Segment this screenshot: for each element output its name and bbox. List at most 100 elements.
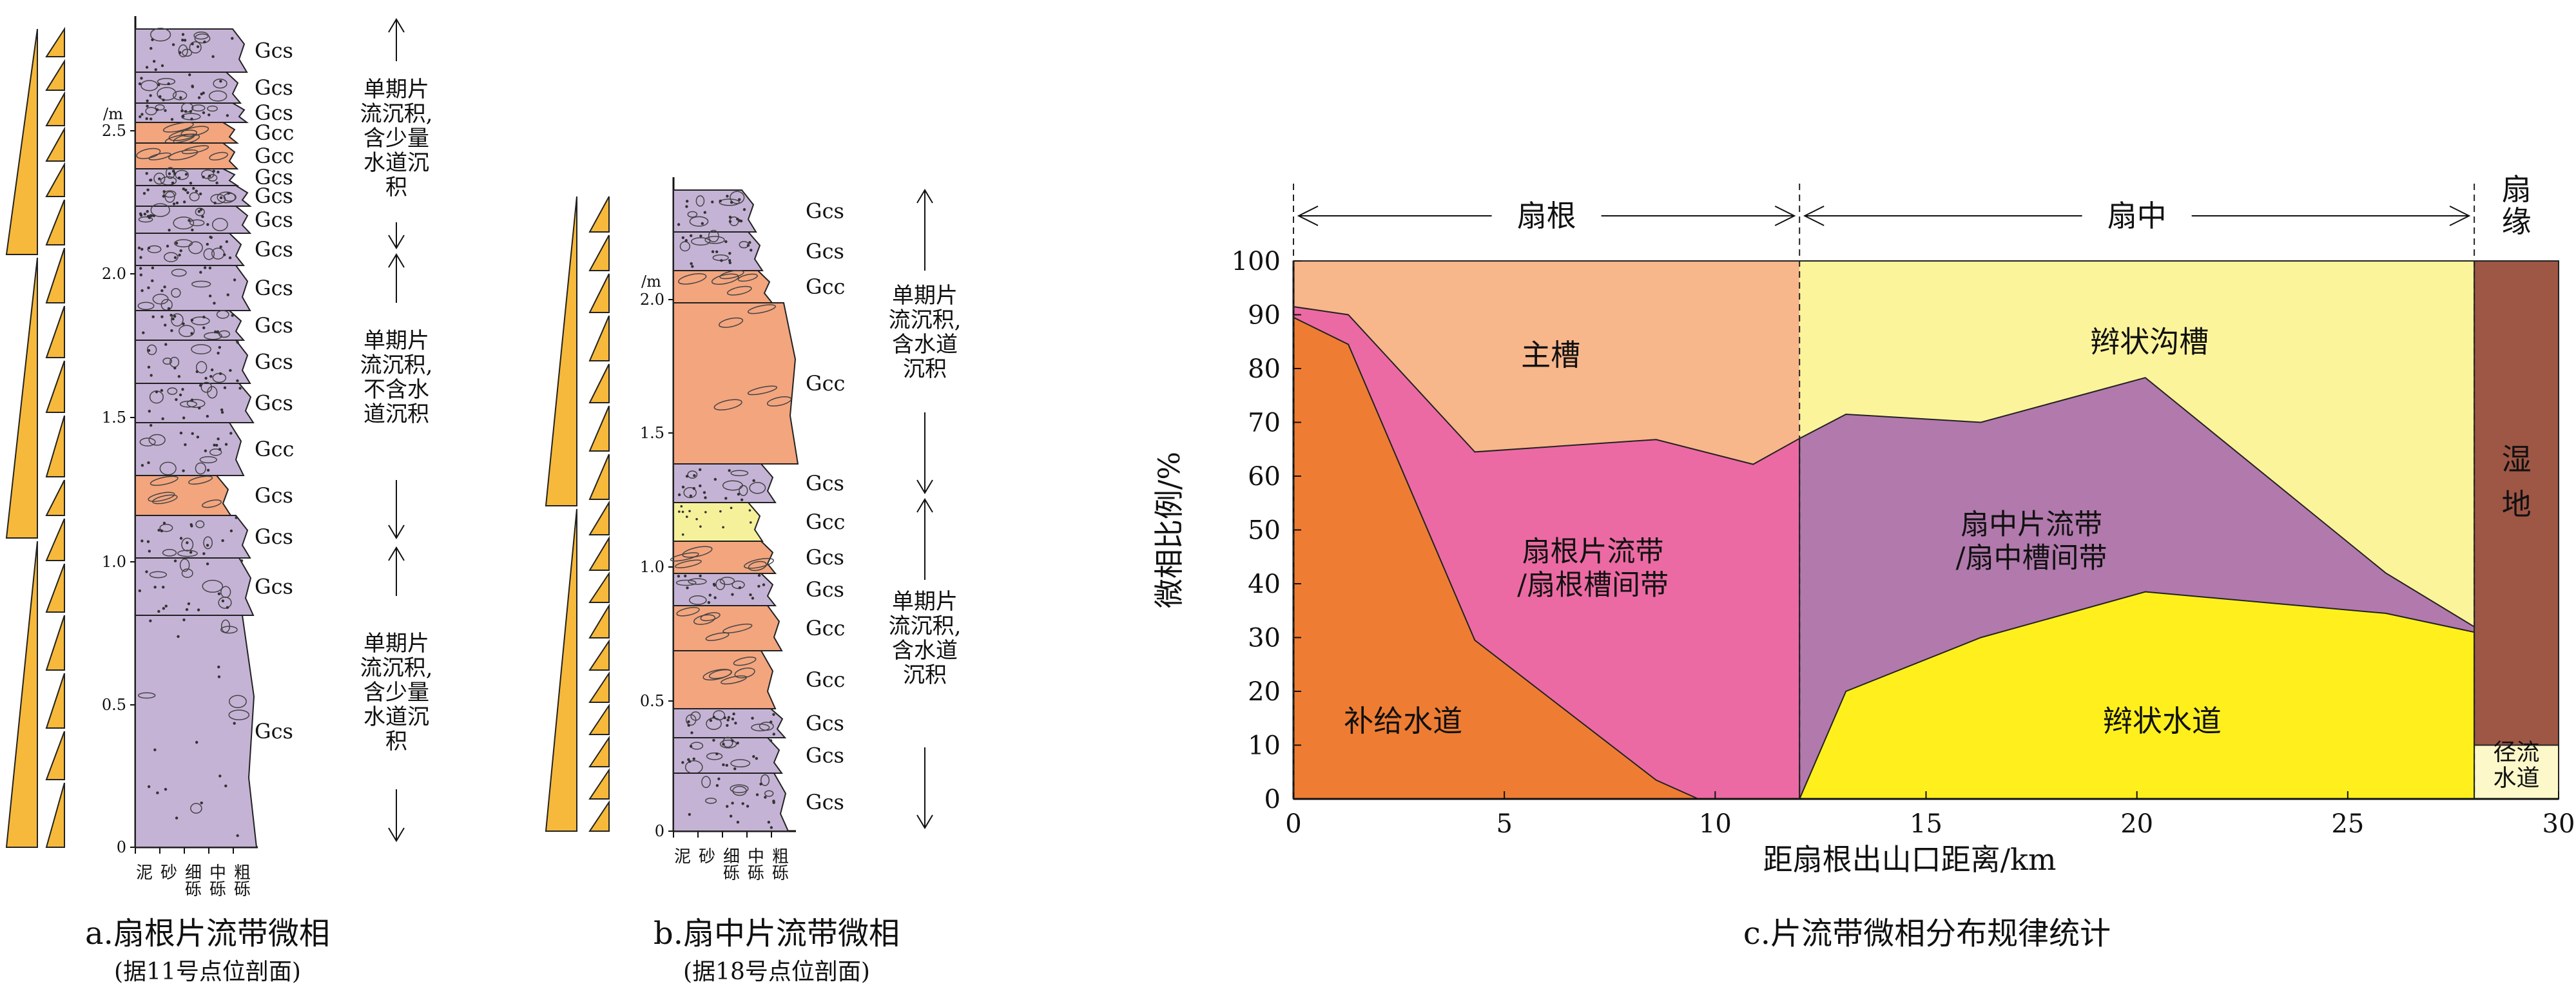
clast xyxy=(203,536,213,550)
x-tick-label: 5 xyxy=(1496,809,1512,839)
clast xyxy=(157,77,176,86)
matrix-grain xyxy=(219,79,222,83)
lithology-label: Gcs xyxy=(255,75,293,100)
clast xyxy=(178,44,188,57)
matrix-grain xyxy=(218,448,222,451)
small-cycle-triangle xyxy=(45,91,65,126)
clast xyxy=(188,475,213,485)
matrix-grain xyxy=(139,273,143,276)
matrix-grain xyxy=(715,250,719,253)
matrix-grain xyxy=(677,223,681,226)
x-axis-label: 距扇根出山口距离/km xyxy=(1763,842,2057,877)
matrix-grain xyxy=(139,267,142,270)
clast xyxy=(171,313,184,327)
depth-tick-label: 2.0 xyxy=(640,291,664,309)
matrix-grain xyxy=(139,256,142,259)
matrix-grain xyxy=(170,329,173,332)
matrix-grain xyxy=(181,38,184,42)
clast xyxy=(208,174,218,182)
y-tick-label: 30 xyxy=(1248,624,1281,653)
clast xyxy=(220,586,231,599)
clast xyxy=(138,216,153,223)
matrix-grain xyxy=(202,175,205,179)
arrow-head-up xyxy=(388,253,405,268)
matrix-grain xyxy=(206,414,209,418)
matrix-grain xyxy=(146,209,149,213)
matrix-grain xyxy=(150,46,153,50)
clast xyxy=(145,106,157,115)
arrow-head-down xyxy=(388,524,405,539)
y-axis-label: 微相比例/% xyxy=(1152,452,1186,608)
matrix-grain xyxy=(146,99,149,102)
panel-a-column: 泥砂细砾中砾粗砾2.52.01.51.00.50/mGcsGcsGcsGccGc… xyxy=(5,16,432,899)
grain-label: 细砾 xyxy=(185,863,202,899)
matrix-grain xyxy=(681,485,685,489)
label-fan-root-sheet: 扇根片流带/扇根槽间带 xyxy=(1517,535,1669,601)
sand-grain xyxy=(722,526,724,529)
clast xyxy=(715,579,726,590)
clast xyxy=(679,241,691,252)
lithology-label: Gcs xyxy=(255,39,293,63)
matrix-grain xyxy=(150,374,153,377)
wetland-area xyxy=(2474,260,2559,746)
matrix-grain xyxy=(188,218,191,222)
clast xyxy=(223,193,237,202)
sand-grain xyxy=(678,510,681,513)
matrix-grain xyxy=(198,407,201,410)
matrix-grain xyxy=(755,757,759,760)
matrix-grain xyxy=(711,250,715,253)
sand-grain xyxy=(688,510,691,513)
clast xyxy=(713,710,726,720)
lithology-layer xyxy=(135,515,251,559)
matrix-grain xyxy=(220,410,224,414)
matrix-grain xyxy=(182,618,186,622)
clast xyxy=(188,241,203,254)
matrix-grain xyxy=(715,752,719,756)
small-cycle-triangle xyxy=(588,767,610,800)
matrix-grain xyxy=(179,393,182,397)
matrix-grain xyxy=(147,461,150,465)
lithology-layer xyxy=(135,72,242,104)
clast xyxy=(189,192,200,202)
matrix-grain xyxy=(217,437,220,441)
clast xyxy=(181,568,193,579)
matrix-grain xyxy=(147,246,151,250)
matrix-grain xyxy=(204,449,208,452)
x-tick-label: 20 xyxy=(2120,809,2153,839)
clast xyxy=(220,626,238,634)
depth-tick-label: 0 xyxy=(655,822,664,840)
matrix-grain xyxy=(201,215,204,218)
clast xyxy=(202,579,224,593)
matrix-grain xyxy=(731,739,734,742)
matrix-grain xyxy=(177,635,180,639)
sand-grain xyxy=(681,510,684,514)
small-cycle-triangle xyxy=(588,405,610,452)
matrix-grain xyxy=(226,114,229,117)
cycle-triangle xyxy=(545,196,577,506)
matrix-grain xyxy=(146,188,150,191)
arrow-head-down xyxy=(388,827,405,842)
matrix-grain xyxy=(171,43,175,46)
matrix-grain xyxy=(726,195,729,198)
y-tick-label: 80 xyxy=(1248,354,1281,384)
clast xyxy=(181,102,194,113)
clast xyxy=(152,494,178,504)
sand-grain xyxy=(704,511,707,514)
sand-grain xyxy=(699,525,702,528)
clast xyxy=(159,524,173,532)
matrix-grain xyxy=(142,331,145,334)
clast xyxy=(748,561,767,571)
clast xyxy=(747,304,776,314)
clast xyxy=(695,195,705,207)
matrix-grain xyxy=(171,181,175,185)
depth-tick-label: 1.0 xyxy=(102,553,126,571)
clast xyxy=(181,145,209,155)
interpretation-text: 单期片流沉积,含水道沉积 xyxy=(889,589,962,688)
matrix-grain xyxy=(171,317,175,321)
matrix-grain xyxy=(151,38,154,41)
small-cycle-triangle xyxy=(45,360,65,413)
matrix-grain xyxy=(737,492,741,496)
clast xyxy=(722,736,733,748)
panel-b-caption: b.扇中片流带微相 xyxy=(654,916,900,952)
arrow-head-down xyxy=(916,479,933,494)
